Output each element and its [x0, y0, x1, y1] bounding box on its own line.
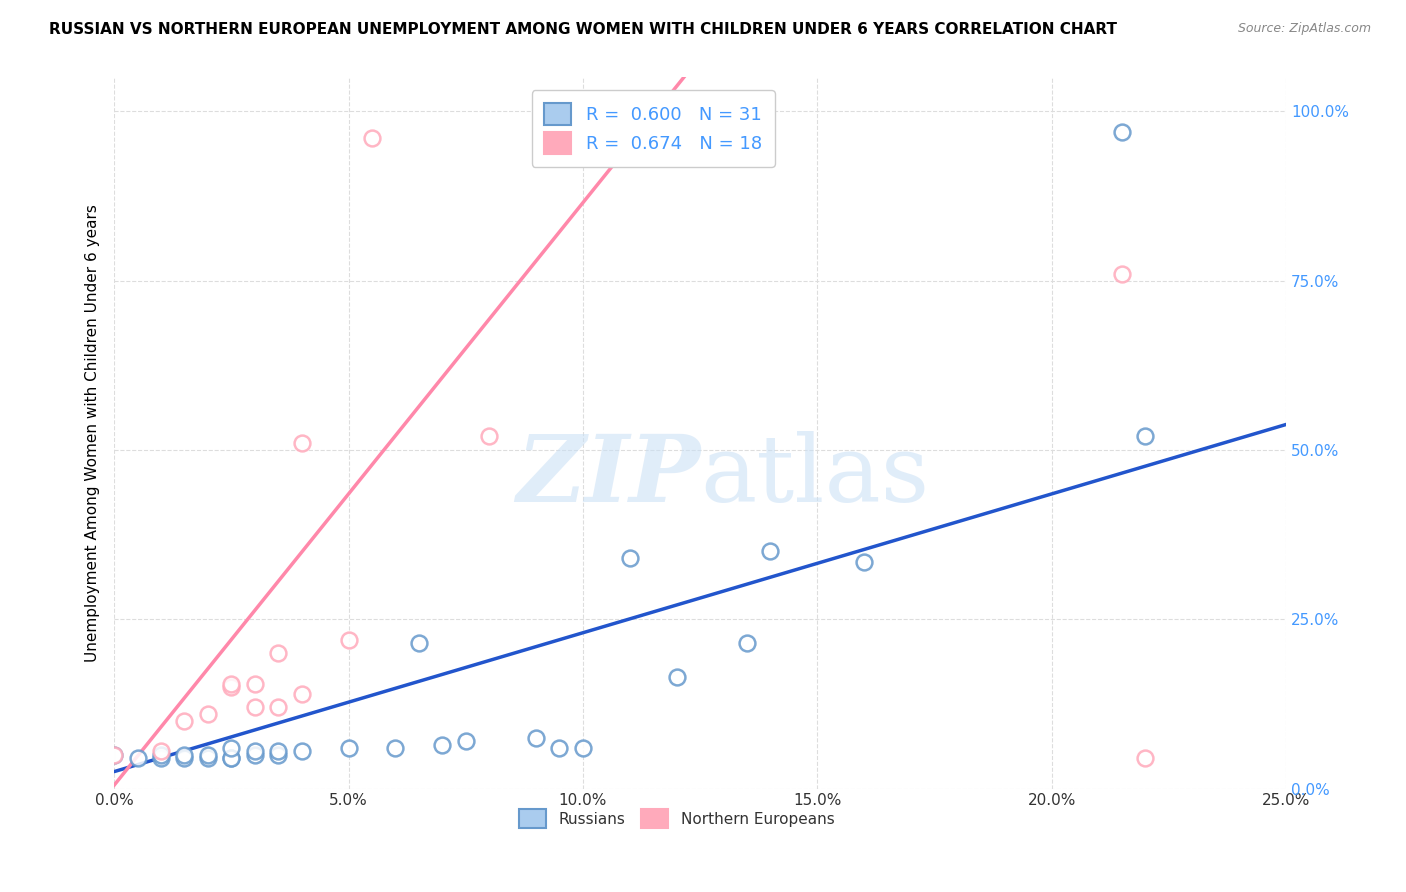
Legend: Russians, Northern Europeans: Russians, Northern Europeans [513, 804, 841, 834]
Point [150, 747, 173, 762]
Point [173, 751, 195, 765]
Point [243, 700, 266, 714]
Point [291, 687, 314, 701]
Point [221, 680, 243, 694]
Point [267, 747, 290, 762]
Text: RUSSIAN VS NORTHERN EUROPEAN UNEMPLOYMENT AMONG WOMEN WITH CHILDREN UNDER 6 YEAR: RUSSIAN VS NORTHERN EUROPEAN UNEMPLOYMEN… [49, 22, 1118, 37]
Point [759, 544, 782, 558]
Point [173, 714, 195, 728]
Point [454, 734, 477, 748]
Point [103, 747, 125, 762]
Point [548, 740, 571, 755]
Point [1135, 429, 1157, 443]
Point [524, 731, 547, 745]
Point [267, 700, 290, 714]
Point [243, 747, 266, 762]
Point [1135, 751, 1157, 765]
Point [197, 751, 219, 765]
Point [243, 676, 266, 690]
Y-axis label: Unemployment Among Women with Children Under 6 years: Unemployment Among Women with Children U… [86, 204, 100, 662]
Point [173, 747, 195, 762]
Point [267, 646, 290, 660]
Point [665, 670, 688, 684]
Point [478, 429, 501, 443]
Point [150, 744, 173, 758]
Point [150, 751, 173, 765]
Point [103, 747, 125, 762]
Point [221, 740, 243, 755]
Point [197, 747, 219, 762]
Point [408, 636, 430, 650]
Point [572, 104, 595, 119]
Text: ZIP: ZIP [516, 431, 700, 521]
Point [243, 744, 266, 758]
Point [291, 436, 314, 450]
Point [221, 751, 243, 765]
Point [337, 632, 360, 647]
Point [1111, 267, 1133, 281]
Point [337, 740, 360, 755]
Point [1111, 125, 1133, 139]
Point [619, 551, 641, 566]
Point [572, 740, 595, 755]
Point [127, 751, 149, 765]
Text: atlas: atlas [700, 431, 929, 521]
Point [197, 706, 219, 721]
Point [384, 740, 406, 755]
Text: Source: ZipAtlas.com: Source: ZipAtlas.com [1237, 22, 1371, 36]
Point [361, 131, 384, 145]
Point [267, 744, 290, 758]
Point [221, 676, 243, 690]
Point [735, 636, 758, 650]
Point [432, 738, 454, 752]
Point [853, 555, 876, 569]
Point [221, 751, 243, 765]
Point [291, 744, 314, 758]
